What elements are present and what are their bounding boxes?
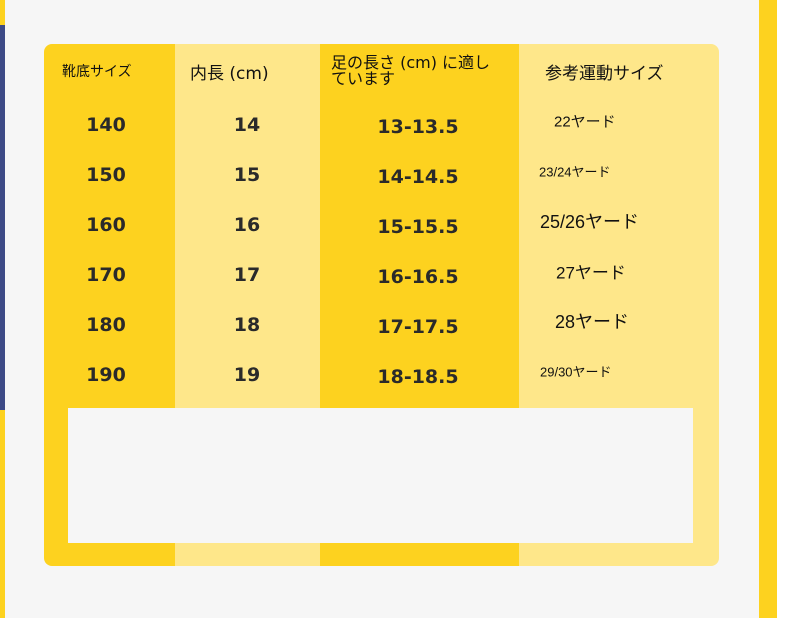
sport-size-cell: 22ヤード: [554, 113, 616, 131]
foot-length-cell: 18-18.5: [377, 366, 459, 388]
left-edge-yellow: [0, 0, 5, 25]
foot-length-cell: 16-16.5: [377, 266, 459, 288]
inner-length-cell: 14: [233, 114, 261, 136]
header-sport-size: 参考運動サイズ: [545, 64, 664, 84]
sole-size-cell: 170: [86, 264, 126, 286]
sport-size-cell: 23/24ヤード: [539, 164, 611, 180]
inner-length-cell: 17: [233, 264, 261, 286]
header-foot-length: 足の長さ (cm) に適し ています: [331, 55, 490, 87]
header-sole-size: 靴底サイズ: [62, 64, 132, 80]
foot-length-cell: 13-13.5: [377, 116, 459, 138]
foot-length-cell: 17-17.5: [377, 316, 459, 338]
inner-length-cell: 18: [233, 314, 261, 336]
header-foot-length-line1: 足の長さ (cm) に適し: [331, 53, 491, 72]
left-edge-navy: [0, 25, 5, 410]
inner-length-cell: 15: [233, 164, 261, 186]
left-edge-yellow-bottom: [0, 410, 5, 618]
sole-size-cell: 140: [86, 114, 126, 136]
size-chart-table: 靴底サイズ 内長 (cm) 足の長さ (cm) に適し ています 参考運動サイズ…: [44, 44, 719, 566]
right-yellow-bar: [759, 0, 777, 618]
header-foot-length-line2: ています: [331, 69, 396, 88]
sport-size-cell: 28ヤード: [555, 312, 630, 332]
right-margin: [777, 0, 790, 618]
sole-size-cell: 190: [86, 364, 126, 386]
sole-size-cell: 150: [86, 164, 126, 186]
foot-length-cell: 14-14.5: [377, 166, 459, 188]
sole-size-cell: 160: [86, 214, 126, 236]
sole-size-cell: 180: [86, 314, 126, 336]
header-inner-length: 内長 (cm): [190, 64, 269, 84]
inner-length-cell: 16: [233, 214, 261, 236]
inner-length-cell: 19: [233, 364, 261, 386]
sport-size-cell: 25/26ヤード: [540, 212, 640, 232]
sport-size-cell: 27ヤード: [556, 263, 626, 283]
blank-area: [68, 408, 693, 543]
foot-length-cell: 15-15.5: [377, 216, 459, 238]
sport-size-cell: 29/30ヤード: [540, 364, 612, 380]
